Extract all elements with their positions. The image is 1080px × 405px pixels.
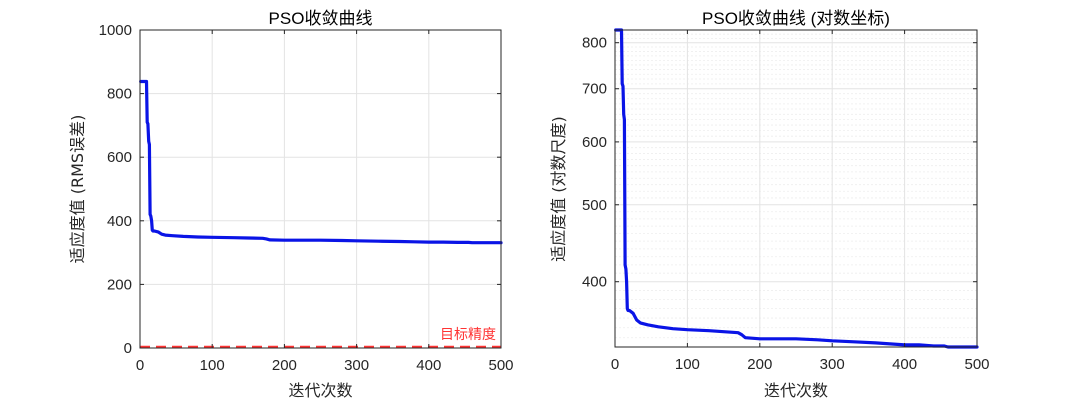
linear-y-tick-label: 1000 [99,22,132,39]
linear-y-tick-label: 200 [107,276,132,293]
linear-x-ticks: 0 100 200 300 400 500 [136,30,514,374]
log-x-tick-label: 300 [820,356,845,373]
log-x-tick-label: 200 [747,356,772,373]
log-y-axis-label: 适应度值 (对数尺度) [549,116,568,262]
linear-x-tick-label: 500 [488,357,513,374]
log-convergence-series-line [614,28,979,349]
linear-x-tick-label: 100 [200,357,225,374]
log-x-tick-label: 500 [964,356,989,373]
log-convergence-chart: 0 100 200 300 400 500 400 500 600 700 800 PSO收敛曲线… [549,9,990,400]
linear-chart-title: PSO收敛曲线 [269,9,373,28]
linear-plot-area [140,30,501,348]
log-grid [614,29,978,347]
log-series-group [614,28,979,349]
linear-x-tick-label: 400 [416,357,441,374]
linear-y-tick-label: 400 [107,213,132,230]
linear-y-ticks: 0 200 400 600 800 1000 [99,22,501,357]
target-precision-label: 目标精度 [440,327,496,343]
linear-x-axis-label: 迭代次数 [288,381,352,400]
log-x-tick-label: 0 [611,356,619,373]
log-x-tick-label: 100 [675,356,700,373]
log-chart-title: PSO收敛曲线 (对数坐标) [702,9,890,28]
linear-x-tick-label: 300 [344,357,369,374]
linear-y-tick-label: 0 [124,340,132,357]
linear-convergence-chart: 0 100 200 300 400 500 0 200 400 600 800 1000 PSO收敛… [68,9,514,400]
log-y-tick-label: 700 [582,81,607,98]
log-y-tick-label: 800 [582,35,607,52]
log-y-tick-label: 600 [582,134,607,151]
linear-x-tick-label: 0 [136,357,144,374]
log-y-tick-label: 500 [582,197,607,214]
linear-axes-box [139,29,502,349]
log-x-axis-label: 迭代次数 [764,381,828,400]
linear-y-tick-label: 600 [107,149,132,166]
log-y-ticks: 400 500 600 700 800 [582,35,977,291]
linear-x-tick-label: 200 [272,357,297,374]
linear-series-group [139,79,503,245]
linear-y-tick-label: 800 [107,86,132,103]
log-y-tick-label: 400 [582,274,607,291]
log-axes-box [614,29,978,348]
log-x-ticks: 0 100 200 300 400 500 [611,30,990,373]
linear-y-axis-label: 适应度值 (RMS误差) [68,115,87,264]
linear-convergence-series-line [139,79,503,245]
log-x-tick-label: 400 [892,356,917,373]
log-plot-area [615,30,977,347]
